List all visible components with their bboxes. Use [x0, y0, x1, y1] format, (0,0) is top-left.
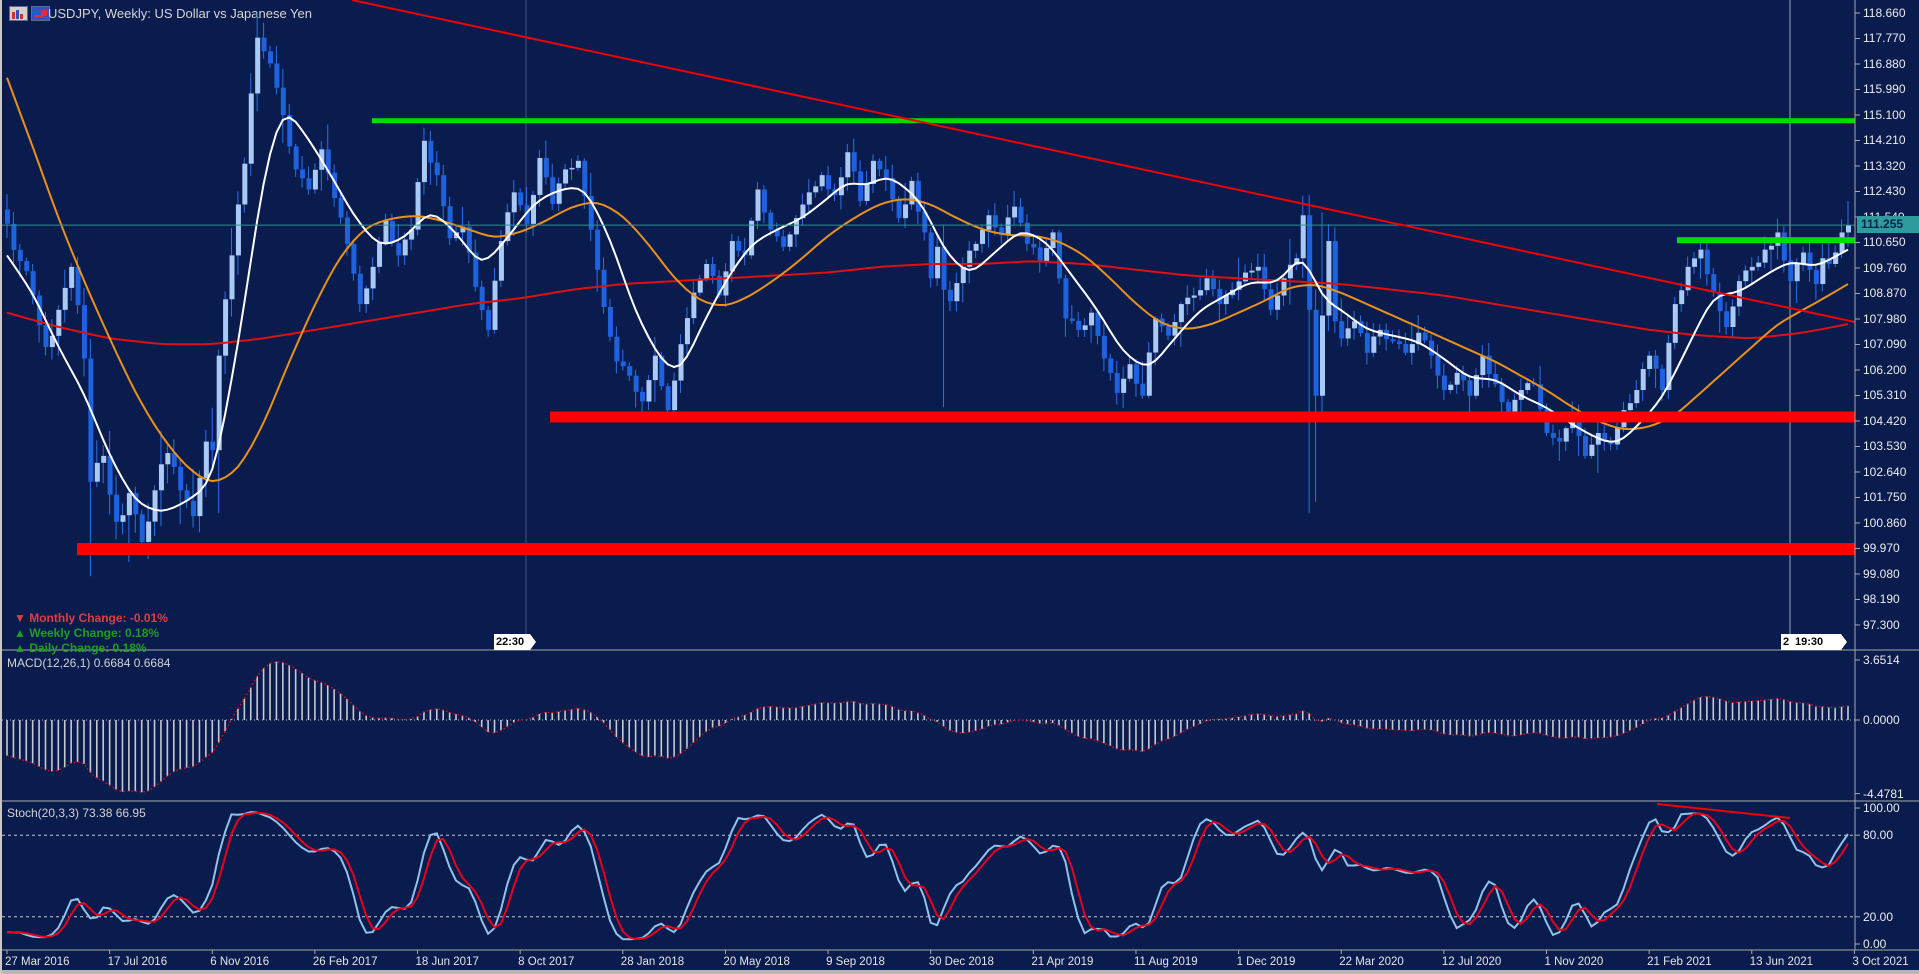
date-axis-label: 13 Jun 2021: [1749, 956, 1814, 968]
macd-pane[interactable]: [2, 661, 1855, 793]
macd-axis-label: 0.0000: [1863, 713, 1900, 727]
window-bottom-edge: [2, 970, 1919, 974]
price-axis-label: 97.300: [1863, 617, 1900, 632]
stoch-axis-label: 100.00: [1863, 801, 1900, 815]
price-axis-label: 107.090: [1863, 337, 1907, 352]
price-axis-label: 118.660: [1863, 6, 1906, 20]
price-axis-label: 112.430: [1863, 184, 1906, 199]
price-axis-label: 105.310: [1863, 388, 1907, 403]
stoch-pane[interactable]: [2, 803, 1855, 941]
price-axis-label: 116.880: [1863, 56, 1906, 71]
stoch-axis-label: 20.00: [1863, 909, 1894, 924]
price-axis-label: 98.190: [1863, 592, 1900, 607]
time-marker-tag-right[interactable]: 19:30: [1793, 634, 1847, 650]
level-resistance-upper: [372, 118, 1855, 124]
date-axis-label: 1 Dec 2019: [1236, 956, 1296, 968]
weekly-change-label: ▲ Weekly Change: 0.18%: [14, 626, 160, 640]
date-axis-label: 28 Jan 2018: [620, 956, 685, 968]
date-axis-label: 12 Jul 2020: [1441, 956, 1502, 968]
date-axis-label: 1 Nov 2020: [1544, 956, 1604, 968]
chart-title: USDJPY, Weekly: US Dollar vs Japanese Ye…: [48, 6, 312, 21]
stoch-axis-label: 80.00: [1863, 828, 1894, 843]
date-axis-label: 21 Feb 2021: [1647, 956, 1712, 968]
date-axis-label: 22 Mar 2020: [1339, 956, 1404, 968]
date-axis-label: 27 Mar 2016: [5, 956, 70, 968]
main-pane[interactable]: [2, 0, 1858, 650]
price-axis-label: 99.080: [1863, 566, 1900, 581]
date-axis-label: 21 Apr 2019: [1031, 956, 1094, 968]
price-axis-label: 99.970: [1863, 541, 1900, 556]
time-marker-tag-left[interactable]: 22:30: [494, 634, 536, 650]
date-axis-label: 11 Aug 2019: [1133, 956, 1198, 968]
bid-price-tag[interactable]: 111.255: [1857, 216, 1919, 233]
price-axis-label: 113.320: [1863, 158, 1906, 173]
indicator-icon[interactable]: [31, 6, 50, 21]
stoch-indicator-label: Stoch(20,3,3) 73.38 66.95: [7, 806, 146, 820]
price-axis-label: 104.420: [1863, 413, 1907, 428]
date-axis-label: 20 May 2018: [723, 956, 790, 968]
price-axis-label: 114.210: [1863, 133, 1906, 148]
price-axis-label: 115.990: [1863, 82, 1906, 97]
monthly-change-label: ▼ Monthly Change: -0.01%: [14, 611, 168, 625]
date-axis-label: 6 Nov 2016: [210, 956, 270, 968]
price-axis-label: 109.760: [1863, 260, 1907, 275]
level-support-lower: [77, 543, 1855, 556]
macd-axis-label: -4.4781: [1863, 786, 1904, 801]
price-axis-label: 117.770: [1863, 31, 1906, 46]
price-axis-label: 100.860: [1863, 515, 1907, 530]
trendline-main: [351, 0, 1855, 323]
stoch-axis-label: 0.00: [1863, 937, 1887, 951]
date-axis-label: 17 Jul 2016: [107, 956, 168, 968]
date-axis-label: 26 Feb 2017: [312, 956, 378, 968]
level-resistance-lower: [1677, 237, 1855, 244]
price-axis-label: 106.200: [1863, 362, 1907, 377]
chart-icon[interactable]: [9, 6, 28, 21]
price-axis-label: 102.640: [1863, 464, 1907, 479]
price-axis-label: 103.530: [1863, 439, 1907, 454]
date-axis-label: 30 Dec 2018: [928, 956, 994, 968]
trendline-stoch: [1656, 803, 1791, 819]
date-axis-label: 18 Jun 2017: [415, 956, 479, 968]
price-axis-label: 101.750: [1863, 490, 1907, 505]
price-axis-label: 115.100: [1863, 107, 1906, 122]
date-axis-label: 8 Oct 2017: [518, 956, 575, 968]
price-axis-label: 107.980: [1863, 311, 1907, 326]
daily-change-label: ▲ Daily Change: 0.18%: [14, 641, 147, 655]
date-axis-label: 9 Sep 2018: [826, 956, 885, 968]
price-axis-label: 108.870: [1863, 286, 1907, 301]
date-axis-label: 3 Oct 2021: [1852, 956, 1909, 968]
level-support-upper: [550, 411, 1855, 423]
macd-axis-label: 3.6514: [1863, 653, 1900, 667]
macd-indicator-label: MACD(12,26,1) 0.6684 0.6684: [7, 656, 171, 670]
price-axis-label: 110.650: [1863, 235, 1906, 250]
